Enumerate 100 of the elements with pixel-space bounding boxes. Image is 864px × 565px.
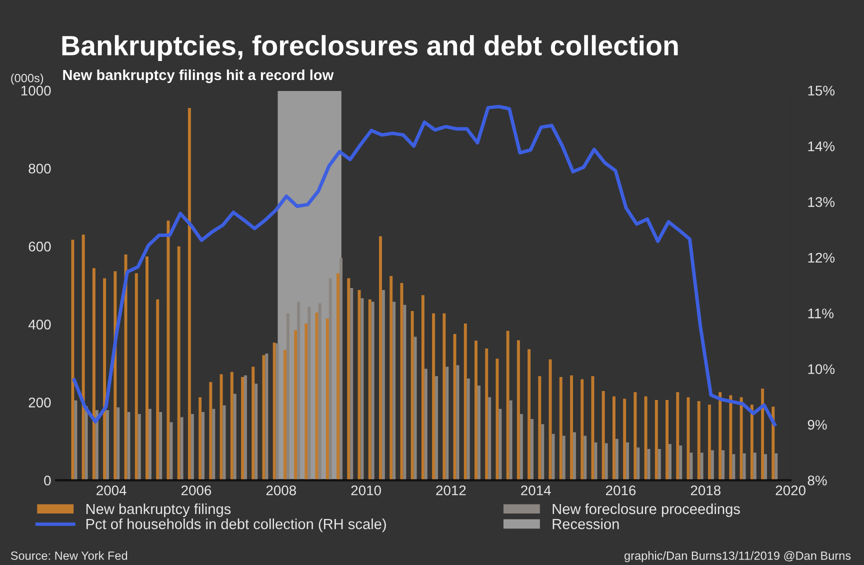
- bar: [432, 313, 436, 480]
- line-series: [72, 104, 776, 426]
- bar: [156, 299, 160, 480]
- bar: [740, 397, 743, 480]
- bar: [636, 448, 640, 480]
- bar: [509, 400, 512, 480]
- bar: [371, 302, 374, 480]
- bar: [700, 452, 704, 480]
- bar: [230, 372, 234, 480]
- bar: [654, 400, 658, 480]
- x-tick-label: 2016: [606, 485, 636, 496]
- x-tick-label: 2020: [776, 485, 806, 496]
- bar: [612, 396, 616, 480]
- bar: [328, 278, 332, 480]
- bar: [148, 408, 152, 480]
- bar: [424, 368, 428, 480]
- y2-tick-label: 9%: [808, 420, 827, 430]
- bar: [103, 278, 106, 480]
- bar: [350, 288, 354, 480]
- bar: [326, 318, 329, 480]
- bar: [254, 384, 258, 480]
- bar: [403, 304, 406, 480]
- x-tick-label: 2008: [266, 485, 296, 496]
- bar: [466, 378, 470, 480]
- bar: [212, 408, 216, 480]
- bar: [276, 343, 279, 480]
- bar: [570, 375, 573, 480]
- bar: [220, 374, 223, 480]
- bar: [485, 348, 488, 480]
- bar: [658, 449, 661, 480]
- bar: [584, 436, 587, 480]
- bar: [615, 438, 618, 480]
- y-axis-title: (000s): [11, 74, 44, 85]
- text: graphic/Dan Burns13/11/2019 @Dan Burns: [624, 551, 851, 562]
- bar: [722, 450, 725, 480]
- bar: [732, 454, 736, 480]
- bar: [477, 386, 480, 480]
- bar: [188, 108, 191, 480]
- bar: [106, 410, 110, 480]
- bar: [392, 302, 396, 480]
- x-tick-label: 2004: [96, 485, 126, 496]
- bar: [666, 400, 669, 480]
- bar: [360, 298, 364, 480]
- bar: [626, 442, 630, 480]
- bar: [294, 330, 298, 480]
- bar: [488, 397, 492, 480]
- bar: [368, 299, 372, 480]
- bar: [190, 414, 194, 480]
- bar: [559, 376, 562, 480]
- bar: [506, 330, 510, 480]
- chart-title: Bankruptcies, foreclosures and debt collection: [62, 35, 678, 61]
- bar: [520, 414, 523, 480]
- bar: [690, 452, 693, 480]
- bar: [347, 278, 350, 480]
- bar: [742, 453, 746, 480]
- y2-tick-label: 13%: [808, 197, 835, 207]
- bar: [647, 449, 650, 480]
- bar: [464, 324, 467, 480]
- legend-label: New bankruptcy filings: [86, 503, 231, 518]
- bar: [244, 375, 247, 480]
- x-tick-label: 2010: [351, 485, 381, 496]
- y2-tick-label: 8%: [808, 476, 827, 486]
- bar: [774, 453, 778, 480]
- bar: [318, 303, 322, 480]
- bar: [71, 240, 74, 480]
- bar: [580, 379, 584, 480]
- y-tick-label: 200: [28, 398, 51, 408]
- legend-label: New foreclosure proceedings: [552, 503, 740, 518]
- bar: [697, 401, 700, 480]
- chart-subtitle: New bankruptcy filings hit a record low: [63, 69, 334, 84]
- bar: [573, 432, 576, 480]
- y-tick-label: 600: [28, 242, 51, 252]
- bar: [764, 454, 767, 480]
- bar: [679, 446, 682, 480]
- bar: [421, 295, 424, 480]
- bar: [435, 376, 438, 480]
- x-tick-label: 2006: [182, 485, 212, 496]
- bar: [708, 404, 711, 480]
- bar: [382, 290, 385, 480]
- bar: [252, 366, 255, 480]
- bar: [453, 334, 456, 480]
- bar: [241, 376, 244, 480]
- bar: [414, 336, 417, 480]
- bar: [315, 312, 318, 480]
- x-tick-label: 2012: [436, 485, 466, 496]
- bar: [541, 424, 544, 480]
- bar: [474, 340, 478, 480]
- y-tick-label: 800: [28, 164, 51, 174]
- legend-label: Pct of households in debt collection (RH scale): [86, 518, 386, 532]
- bar: [710, 450, 714, 480]
- y-tick-label: 400: [28, 320, 51, 330]
- bar: [410, 311, 414, 480]
- bar: [498, 408, 502, 480]
- bar: [602, 390, 605, 480]
- x-tick-label: 2014: [521, 485, 551, 496]
- bar: [442, 313, 446, 480]
- bar: [272, 342, 276, 480]
- bar: [116, 407, 120, 480]
- bar: [530, 419, 534, 480]
- y2-tick-label: 12%: [808, 252, 835, 263]
